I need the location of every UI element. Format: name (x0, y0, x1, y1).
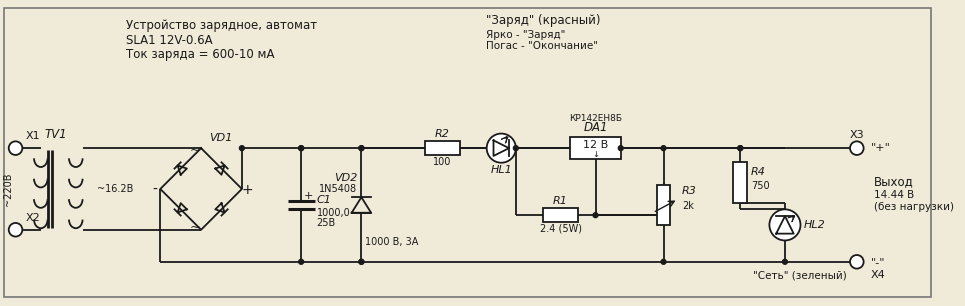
Text: DA1: DA1 (583, 121, 608, 134)
Text: 1000,0: 1000,0 (317, 208, 350, 218)
Circle shape (9, 223, 22, 237)
Text: ↓: ↓ (592, 151, 599, 159)
Text: 100: 100 (433, 157, 452, 167)
Text: R1: R1 (553, 196, 568, 206)
Circle shape (769, 209, 801, 241)
Circle shape (661, 146, 666, 151)
Circle shape (359, 146, 364, 151)
Text: ~220В: ~220В (3, 172, 13, 206)
Text: Выход: Выход (874, 175, 914, 188)
Text: R4: R4 (751, 167, 766, 177)
Text: 2.4 (5W): 2.4 (5W) (539, 224, 582, 234)
Text: Х4: Х4 (870, 271, 885, 280)
Text: HL2: HL2 (804, 220, 825, 230)
Circle shape (593, 213, 598, 218)
Circle shape (9, 141, 22, 155)
Text: ~: ~ (190, 221, 201, 234)
Text: "-": "-" (870, 257, 885, 267)
Text: КР142ЕН8Б: КР142ЕН8Б (569, 114, 622, 122)
Text: +: + (304, 191, 314, 201)
Circle shape (486, 134, 516, 163)
Circle shape (299, 146, 304, 151)
Text: Х3: Х3 (849, 129, 864, 140)
Text: 14.44 В: 14.44 В (874, 190, 915, 200)
Text: C1: C1 (317, 195, 332, 205)
Circle shape (359, 146, 364, 151)
Circle shape (738, 146, 743, 151)
Circle shape (661, 259, 666, 264)
Text: TV1: TV1 (44, 128, 67, 141)
Circle shape (299, 259, 304, 264)
Text: R2: R2 (434, 129, 450, 139)
Text: 750: 750 (751, 181, 769, 191)
Circle shape (850, 255, 864, 269)
Text: VD2: VD2 (334, 173, 357, 183)
Text: X1: X1 (26, 132, 41, 141)
Circle shape (850, 141, 864, 155)
Circle shape (239, 146, 244, 151)
Text: 25В: 25В (317, 218, 336, 229)
Text: "Заряд" (красный): "Заряд" (красный) (485, 14, 600, 27)
Text: 12 В: 12 В (583, 140, 608, 150)
Text: Погас - "Окончание": Погас - "Окончание" (485, 41, 597, 51)
Text: SLA1 12V-0.6A: SLA1 12V-0.6A (126, 34, 213, 47)
Bar (570, 137, 620, 159)
Circle shape (738, 146, 743, 151)
Text: (без нагрузки): (без нагрузки) (874, 202, 954, 212)
Circle shape (359, 259, 364, 264)
Circle shape (299, 146, 304, 151)
Text: ~: ~ (190, 144, 201, 157)
Bar (657, 185, 671, 226)
Text: Устройство зарядное, автомат: Устройство зарядное, автомат (126, 19, 317, 32)
Bar (543, 208, 578, 222)
Text: 1000 В, 3А: 1000 В, 3А (366, 237, 419, 247)
Text: +: + (242, 183, 254, 197)
Text: HL1: HL1 (490, 166, 512, 175)
Bar (733, 162, 747, 203)
Text: -: - (152, 183, 157, 197)
Text: "+": "+" (870, 143, 891, 153)
Text: VD1: VD1 (208, 133, 233, 144)
Circle shape (783, 259, 787, 264)
Text: Ярко - "Заряд": Ярко - "Заряд" (485, 30, 565, 39)
Text: 2k: 2k (682, 201, 694, 211)
Text: R3: R3 (682, 186, 697, 196)
Text: ~16.2В: ~16.2В (97, 184, 133, 194)
Bar (425, 141, 459, 155)
Circle shape (359, 259, 364, 264)
Text: Ток заряда = 600-10 мА: Ток заряда = 600-10 мА (126, 48, 275, 61)
Text: X2: X2 (26, 213, 41, 223)
Text: 1N5408: 1N5408 (319, 185, 357, 194)
Circle shape (619, 146, 623, 151)
Circle shape (513, 146, 518, 151)
Text: "Сеть" (зеленый): "Сеть" (зеленый) (754, 271, 847, 280)
